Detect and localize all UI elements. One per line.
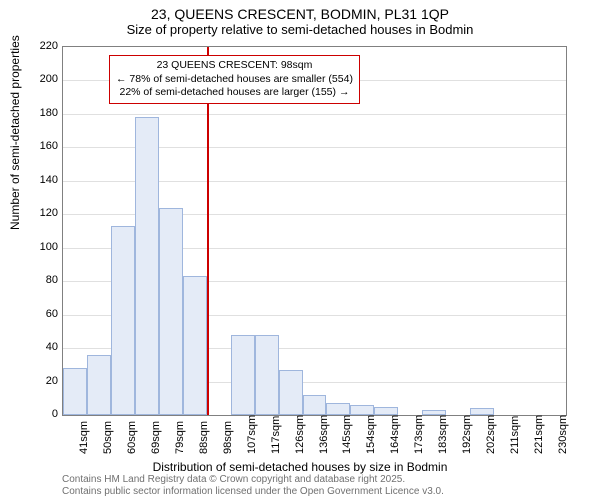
x-tick-label: 41sqm [78, 421, 90, 454]
histogram-bar [159, 208, 183, 415]
y-tick-label: 20 [28, 375, 58, 387]
footer-attribution: Contains HM Land Registry data © Crown c… [62, 474, 444, 498]
x-tick-label: 88sqm [198, 421, 210, 454]
histogram-bar [231, 335, 255, 415]
histogram-bar [350, 405, 374, 415]
histogram-bar [63, 368, 87, 415]
histogram-bar [303, 395, 327, 415]
x-tick-label: 183sqm [437, 415, 449, 454]
x-tick-label: 117sqm [270, 416, 282, 454]
x-tick-label: 60sqm [126, 421, 138, 454]
y-tick-label: 60 [28, 308, 58, 320]
x-tick-label: 136sqm [318, 415, 330, 454]
x-tick-label: 79sqm [174, 421, 186, 454]
x-tick-label: 154sqm [365, 415, 377, 454]
x-tick-label: 126sqm [294, 415, 306, 454]
y-tick-label: 40 [28, 341, 58, 353]
x-tick-label: 211sqm [509, 416, 521, 454]
plot-area: 23 QUEENS CRESCENT: 98sqm← 78% of semi-d… [62, 46, 567, 416]
histogram-bar [255, 335, 279, 415]
x-tick-label: 69sqm [150, 421, 162, 454]
annotation-box: 23 QUEENS CRESCENT: 98sqm← 78% of semi-d… [109, 55, 360, 104]
x-axis-label: Distribution of semi-detached houses by … [0, 460, 600, 474]
y-axis-label: Number of semi-detached properties [8, 35, 22, 230]
chart-title: 23, QUEENS CRESCENT, BODMIN, PL31 1QP Si… [0, 6, 600, 37]
x-tick-label: 145sqm [341, 415, 353, 454]
y-tick-label: 200 [28, 73, 58, 85]
y-tick-label: 120 [28, 207, 58, 219]
y-tick-label: 80 [28, 274, 58, 286]
histogram-bar [374, 407, 398, 415]
x-tick-label: 107sqm [246, 415, 258, 454]
x-tick-label: 98sqm [222, 421, 234, 454]
footer-line-2: Contains public sector information licen… [62, 486, 444, 498]
histogram-bar [279, 370, 303, 415]
x-tick-label: 202sqm [485, 415, 497, 454]
annotation-line: 23 QUEENS CRESCENT: 98sqm [116, 59, 353, 73]
y-tick-label: 180 [28, 107, 58, 119]
title-line-1: 23, QUEENS CRESCENT, BODMIN, PL31 1QP [0, 6, 600, 22]
annotation-line: ← 78% of semi-detached houses are smalle… [116, 73, 353, 87]
y-tick-label: 140 [28, 174, 58, 186]
histogram-bar [111, 226, 135, 415]
x-tick-label: 230sqm [557, 415, 569, 454]
title-line-2: Size of property relative to semi-detach… [0, 22, 600, 37]
histogram-bar [183, 276, 207, 415]
y-tick-label: 0 [28, 408, 58, 420]
histogram-bar [87, 355, 111, 415]
x-tick-label: 164sqm [389, 415, 401, 454]
gridline [63, 114, 566, 115]
histogram-bar [135, 117, 159, 415]
x-tick-label: 192sqm [461, 415, 473, 454]
y-tick-label: 220 [28, 40, 58, 52]
histogram-bar [326, 403, 350, 415]
x-tick-label: 173sqm [413, 415, 425, 454]
y-tick-label: 100 [28, 241, 58, 253]
x-tick-label: 50sqm [102, 421, 114, 454]
x-tick-label: 221sqm [533, 415, 545, 454]
annotation-line: 22% of semi-detached houses are larger (… [116, 86, 353, 100]
y-tick-label: 160 [28, 140, 58, 152]
footer-line-1: Contains HM Land Registry data © Crown c… [62, 474, 444, 486]
